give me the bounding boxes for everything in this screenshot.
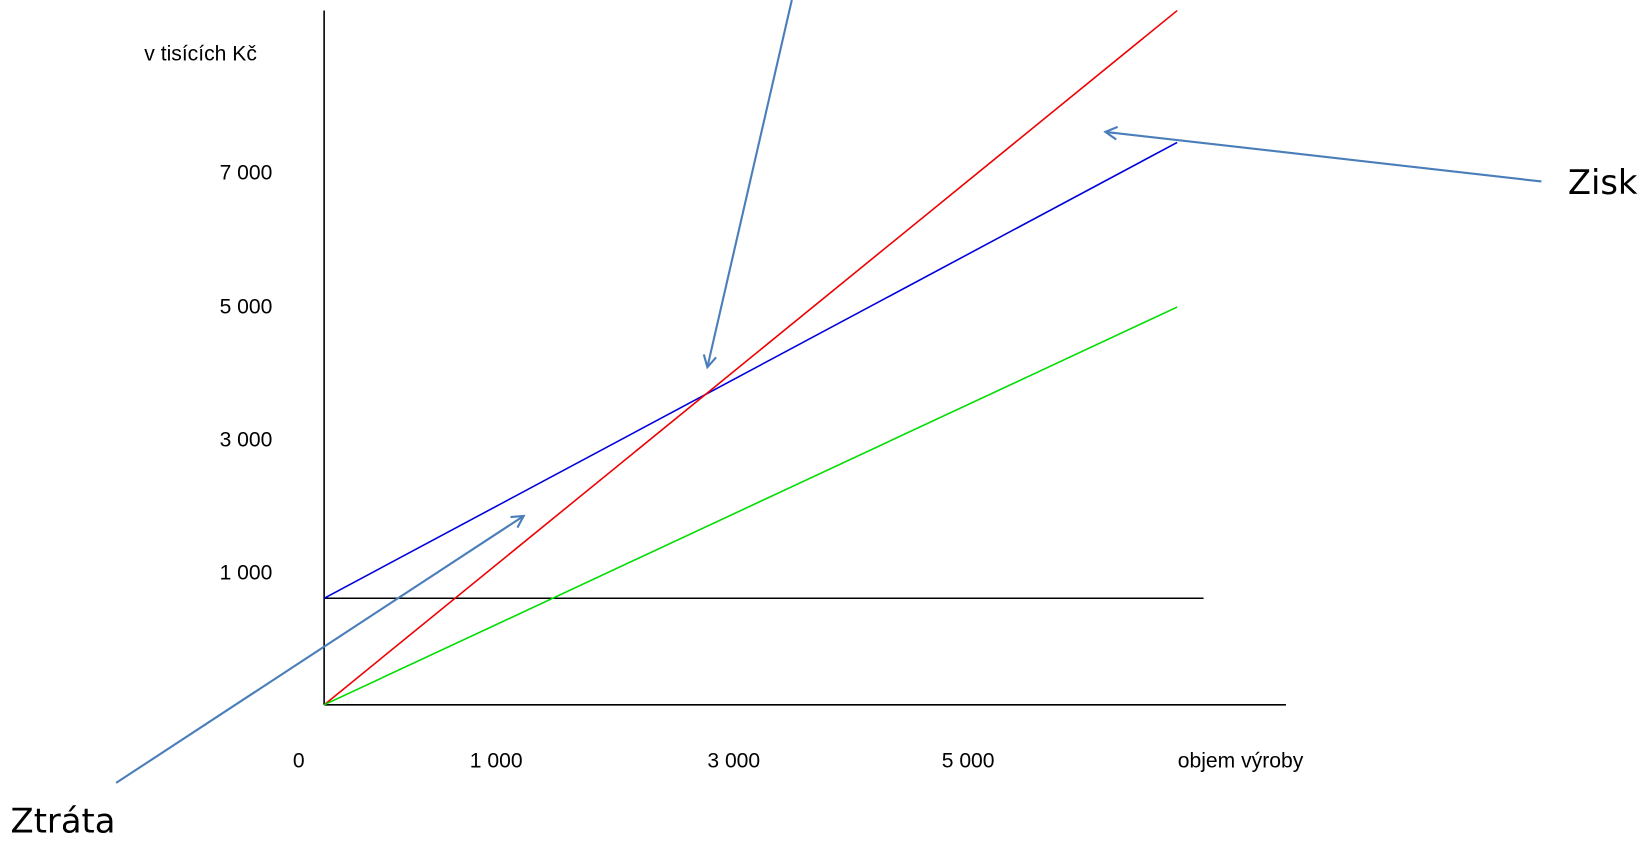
- total-cost-line: [323, 141, 1178, 599]
- variable-cost-line: [323, 306, 1178, 706]
- x-tick-label: 1 000: [470, 749, 523, 772]
- loss-annotation: Ztráta: [11, 802, 116, 841]
- x-tick-label: 5 000: [942, 749, 995, 772]
- y-tick-label: 5 000: [220, 296, 273, 319]
- y-axis-label: v tisících Kč: [144, 42, 257, 65]
- x-tick-label: 0: [293, 749, 305, 772]
- profit-annotation: Zisk: [1568, 163, 1638, 202]
- loss-arrow: [115, 516, 524, 784]
- y-tick-label: 1 000: [220, 562, 273, 585]
- y-tick-label: 3 000: [220, 429, 273, 452]
- x-axis-label: objem výroby: [1178, 749, 1304, 772]
- x-tick-label: 3 000: [707, 749, 760, 772]
- profit-arrow: [1105, 132, 1542, 183]
- break-even-arrow: [707, 0, 793, 367]
- y-tick-label: 7 000: [220, 162, 273, 185]
- revenue-line: [323, 9, 1178, 706]
